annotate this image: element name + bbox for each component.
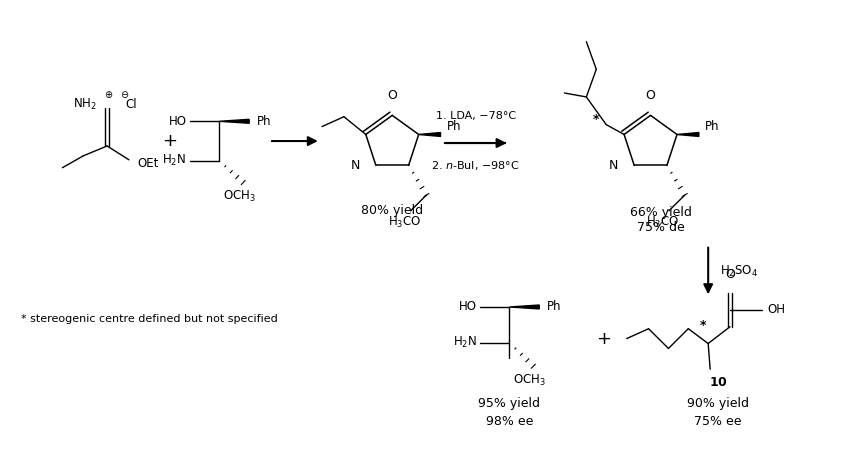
Text: O: O [387, 89, 397, 102]
Polygon shape [419, 132, 440, 136]
Text: 95% yield: 95% yield [479, 397, 541, 410]
Text: +: + [162, 132, 178, 150]
Text: H$_3$CO: H$_3$CO [646, 215, 680, 230]
Text: HO: HO [459, 301, 477, 314]
Text: N: N [609, 159, 619, 172]
Text: O: O [645, 89, 656, 102]
Text: HO: HO [168, 115, 186, 128]
Text: *: * [593, 113, 600, 126]
Text: * stereogenic centre defined but not specified: * stereogenic centre defined but not spe… [21, 314, 277, 324]
Text: H$_2$N: H$_2$N [162, 153, 186, 168]
Text: OH: OH [768, 303, 786, 316]
Polygon shape [677, 132, 699, 136]
Text: Ph: Ph [257, 115, 272, 128]
Text: Ph: Ph [446, 120, 461, 133]
Text: *: * [700, 319, 706, 332]
Text: NH$_2$: NH$_2$ [73, 97, 97, 112]
Text: 80% yield: 80% yield [361, 204, 423, 217]
Text: OEt: OEt [137, 157, 158, 170]
Text: $\ominus$: $\ominus$ [120, 89, 130, 100]
Text: $\oplus$: $\oplus$ [105, 89, 114, 100]
Text: Ph: Ph [547, 301, 562, 314]
Text: +: + [596, 329, 612, 347]
Text: 1. LDA, −78°C: 1. LDA, −78°C [436, 111, 516, 122]
Polygon shape [220, 119, 249, 123]
Text: 90% yield: 90% yield [687, 397, 749, 410]
Text: 75% ee: 75% ee [694, 415, 742, 428]
Text: OCH$_3$: OCH$_3$ [223, 189, 256, 204]
Polygon shape [510, 305, 540, 309]
Text: H$_3$CO: H$_3$CO [388, 215, 421, 230]
Text: 98% ee: 98% ee [486, 415, 533, 428]
Text: O: O [725, 268, 735, 281]
Text: 75% de: 75% de [637, 221, 685, 234]
Text: OCH$_3$: OCH$_3$ [513, 373, 546, 387]
Text: 2. $n$-BuI, −98°C: 2. $n$-BuI, −98°C [432, 159, 520, 172]
Text: N: N [351, 159, 360, 172]
Text: Cl: Cl [125, 98, 136, 111]
Text: $\mathbf{10}$: $\mathbf{10}$ [709, 376, 728, 388]
Text: H$_2$SO$_4$: H$_2$SO$_4$ [720, 264, 758, 279]
Text: H$_2$N: H$_2$N [452, 335, 477, 350]
Text: 66% yield: 66% yield [630, 206, 692, 219]
Text: Ph: Ph [704, 120, 719, 133]
